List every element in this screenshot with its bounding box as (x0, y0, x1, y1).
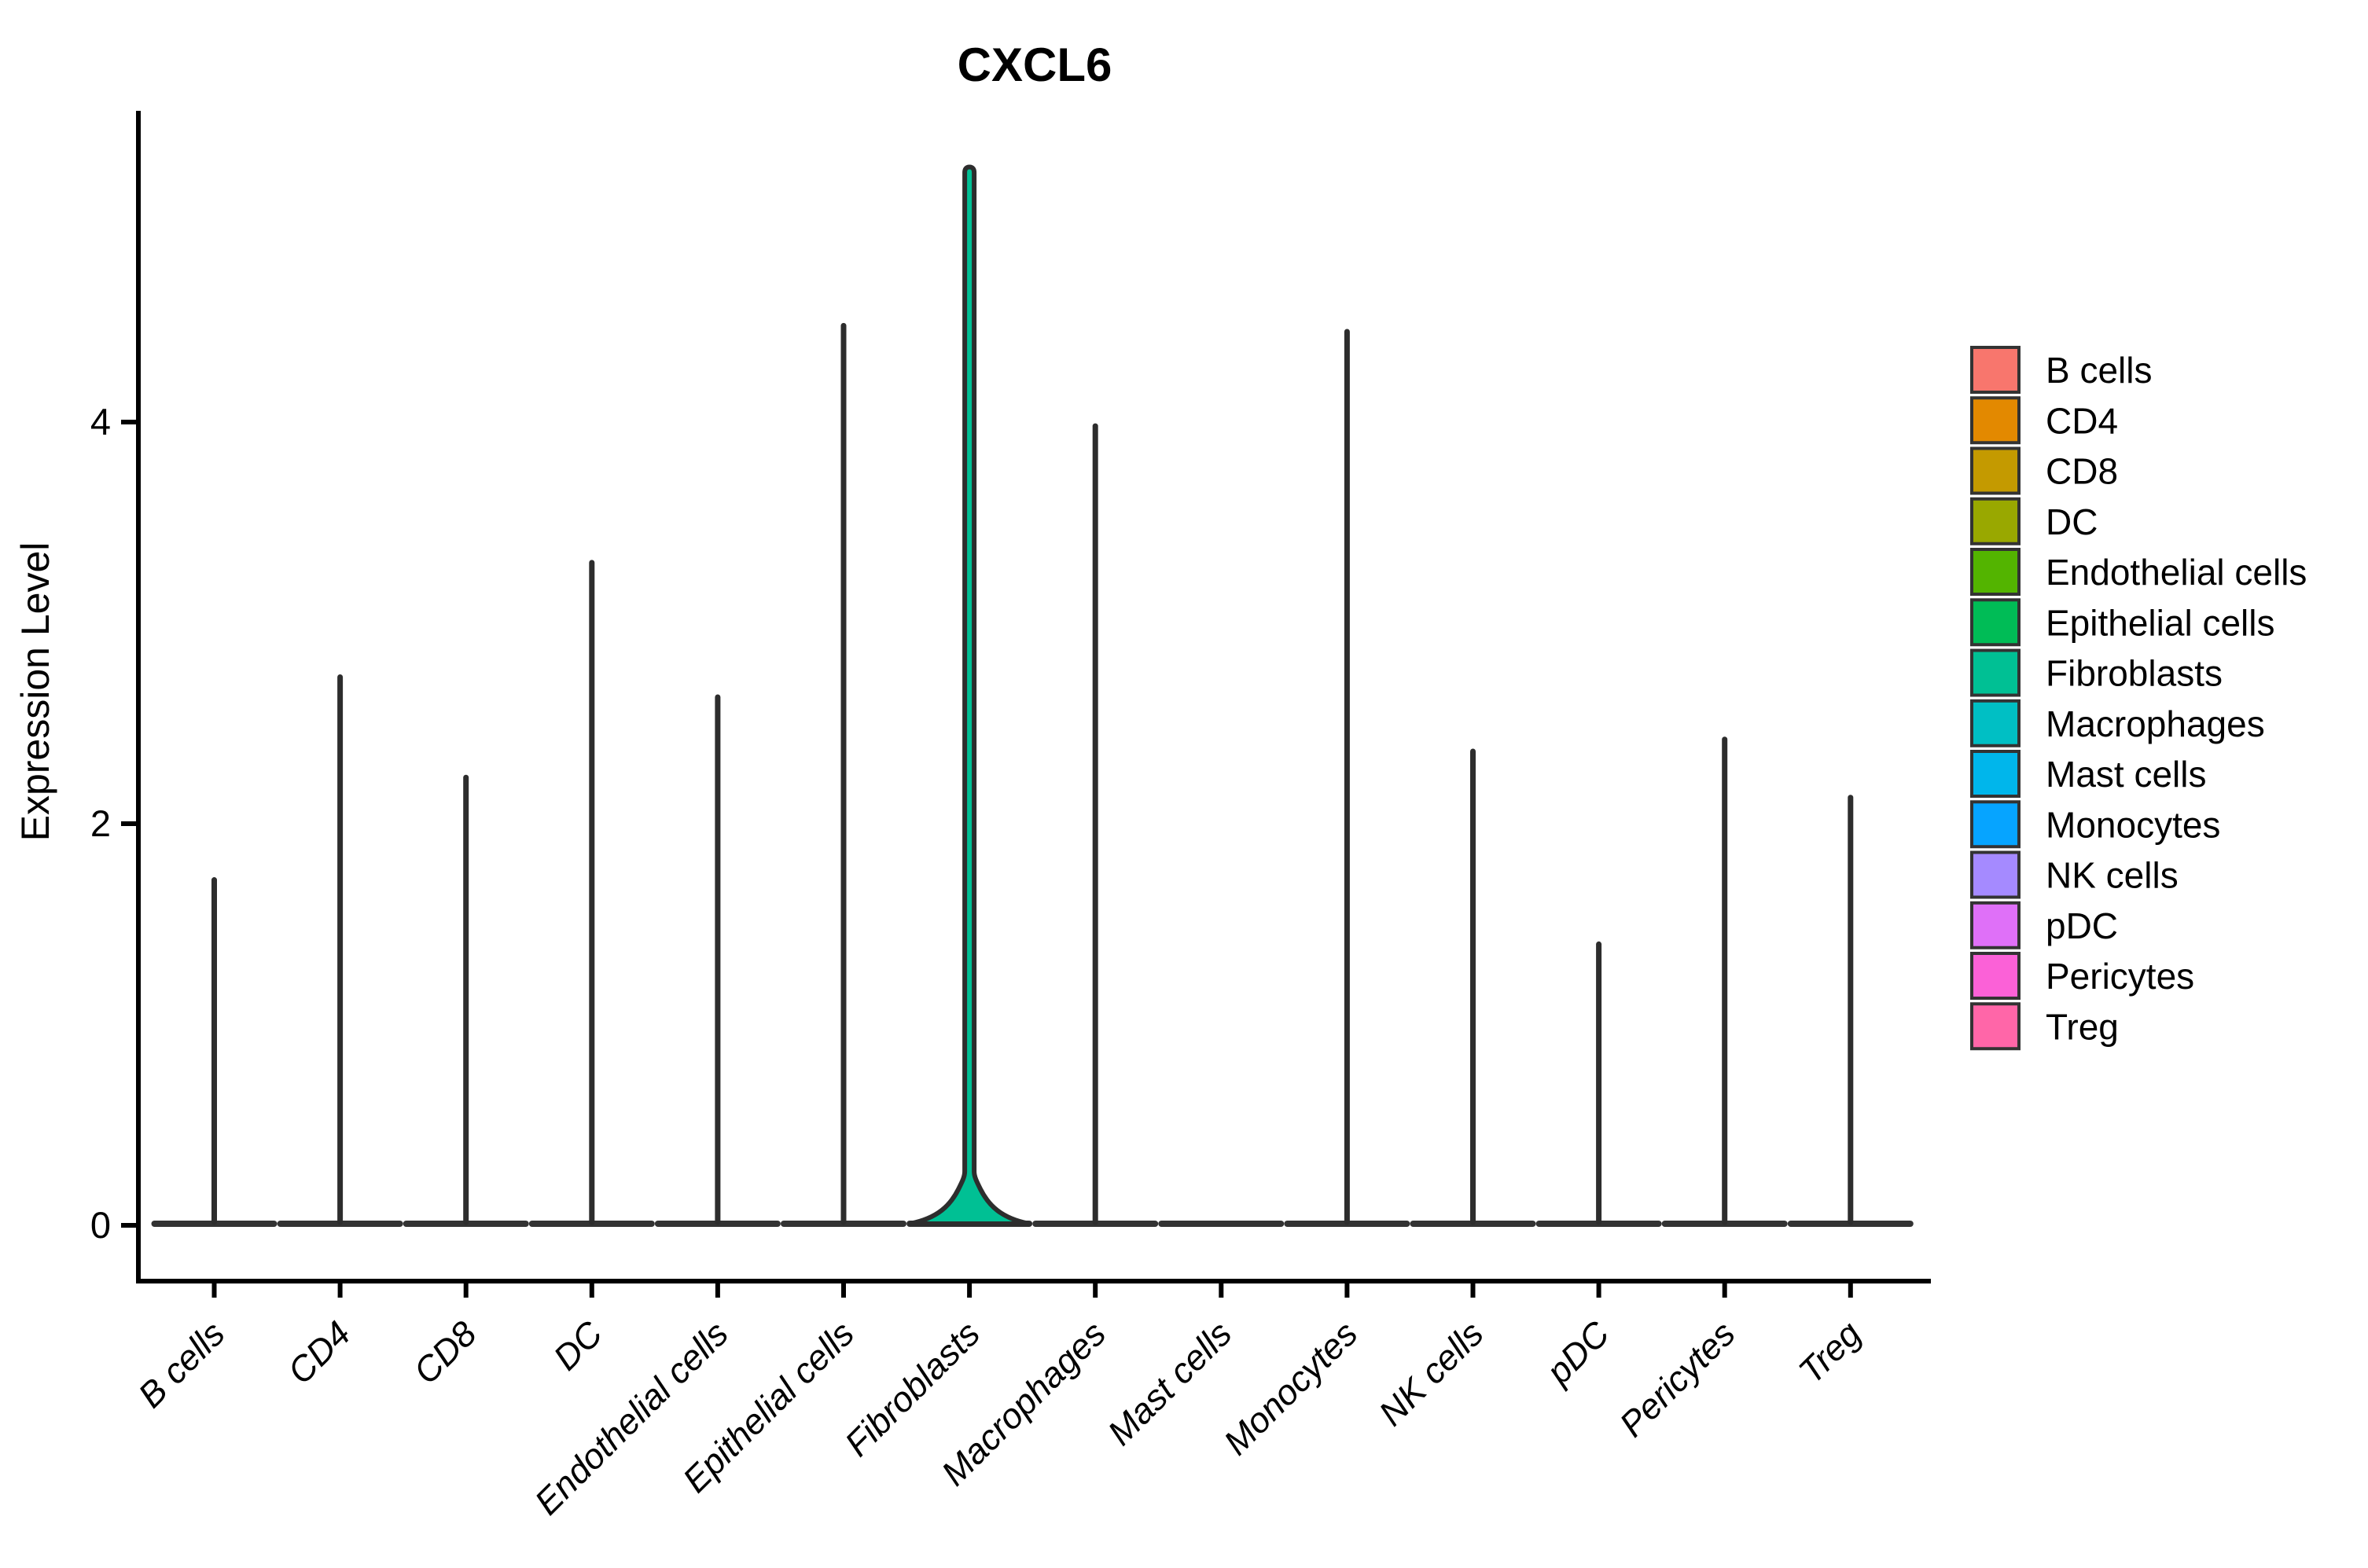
x-tick-label-pericytes: Pericytes (1612, 1313, 1743, 1445)
violin-macrophages (1032, 423, 1159, 1227)
violins (151, 164, 1914, 1227)
violin-b-cells (151, 877, 278, 1227)
legend-swatch-epithelial-cells (1970, 598, 2021, 647)
violin-dc (528, 560, 655, 1227)
violin-monocytes (1284, 329, 1410, 1227)
legend-label-endothelial-cells: Endothelial cells (2046, 552, 2307, 593)
legend-swatch-pericytes (1970, 952, 2021, 1000)
legend-swatch-pdc (1970, 901, 2021, 949)
legend-swatch-macrophages (1970, 699, 2021, 747)
x-tick-label-cd4: CD4 (280, 1313, 359, 1392)
x-tick-label-dc: DC (546, 1313, 610, 1378)
plot-title: CXCL6 (958, 39, 1112, 91)
legend-label-monocytes: Monocytes (2046, 804, 2220, 845)
legend-label-fibroblasts: Fibroblasts (2046, 653, 2223, 694)
x-tick-label-pdc: pDC (1538, 1313, 1617, 1393)
y-axis-ticks: 0 2 4 (90, 401, 138, 1246)
y-tick-label-0: 0 (90, 1204, 111, 1246)
y-tick-label-2: 2 (90, 802, 111, 844)
legend-item-macrophages: Macrophages (1970, 699, 2265, 747)
legend-swatch-dc (1970, 497, 2021, 545)
legend-label-macrophages: Macrophages (2046, 703, 2265, 744)
legend-item-nk-cells: NK cells (1970, 850, 2179, 899)
violin-epithelial-cells (781, 322, 906, 1227)
legend-label-cd4: CD4 (2046, 400, 2118, 441)
violin-fibroblasts (906, 164, 1033, 1227)
legend: B cells CD4 CD8 DC Endothelial cells Epitheli… (1970, 346, 2307, 1051)
violin-pdc (1535, 941, 1662, 1227)
legend-item-dc: DC (1970, 497, 2098, 545)
legend-item-mast-cells: Mast cells (1970, 750, 2206, 798)
legend-item-cd4: CD4 (1970, 396, 2118, 445)
legend-item-treg: Treg (1970, 1002, 2119, 1051)
legend-swatch-nk-cells (1970, 850, 2021, 899)
legend-label-pericytes: Pericytes (2046, 956, 2194, 997)
violin-cd8 (403, 774, 529, 1227)
legend-item-fibroblasts: Fibroblasts (1970, 648, 2223, 697)
violin-nk-cells (1410, 748, 1536, 1227)
legend-item-epithelial-cells: Epithelial cells (1970, 598, 2274, 647)
legend-swatch-monocytes (1970, 800, 2021, 849)
legend-label-mast-cells: Mast cells (2046, 754, 2206, 795)
legend-label-b-cells: B cells (2046, 350, 2152, 391)
y-tick-label-4: 4 (90, 401, 111, 442)
x-tick-label-nk-cells: NK cells (1371, 1313, 1491, 1434)
legend-label-dc: DC (2046, 501, 2098, 542)
legend-swatch-endothelial-cells (1970, 548, 2021, 596)
legend-label-treg: Treg (2046, 1006, 2119, 1047)
violin-endothelial-cells (654, 694, 781, 1227)
legend-swatch-cd8 (1970, 446, 2021, 495)
legend-swatch-cd4 (1970, 396, 2021, 445)
legend-label-pdc: pDC (2046, 905, 2118, 946)
violin-treg (1787, 795, 1914, 1227)
x-tick-label-treg: Treg (1791, 1313, 1869, 1391)
legend-item-pericytes: Pericytes (1970, 952, 2194, 1000)
y-axis-title: Expression Level (13, 542, 57, 842)
x-tick-label-cd8: CD8 (406, 1313, 484, 1392)
x-tick-label-monocytes: Monocytes (1216, 1313, 1366, 1463)
legend-label-nk-cells: NK cells (2046, 855, 2179, 896)
legend-label-cd8: CD8 (2046, 451, 2118, 492)
violin-cd4 (277, 674, 403, 1227)
x-tick-label-b-cells: B cells (131, 1313, 233, 1416)
legend-swatch-b-cells (1970, 346, 2021, 394)
legend-swatch-mast-cells (1970, 750, 2021, 798)
legend-item-pdc: pDC (1970, 901, 2118, 949)
legend-label-epithelial-cells: Epithelial cells (2046, 602, 2274, 643)
legend-item-b-cells: B cells (1970, 346, 2152, 394)
legend-item-endothelial-cells: Endothelial cells (1970, 548, 2307, 596)
violin-body-fibroblasts (907, 164, 1032, 1226)
legend-item-cd8: CD8 (1970, 446, 2118, 495)
legend-swatch-fibroblasts (1970, 648, 2021, 697)
legend-item-monocytes: Monocytes (1970, 800, 2220, 849)
legend-swatch-treg (1970, 1002, 2021, 1051)
violin-pericytes (1661, 736, 1788, 1227)
